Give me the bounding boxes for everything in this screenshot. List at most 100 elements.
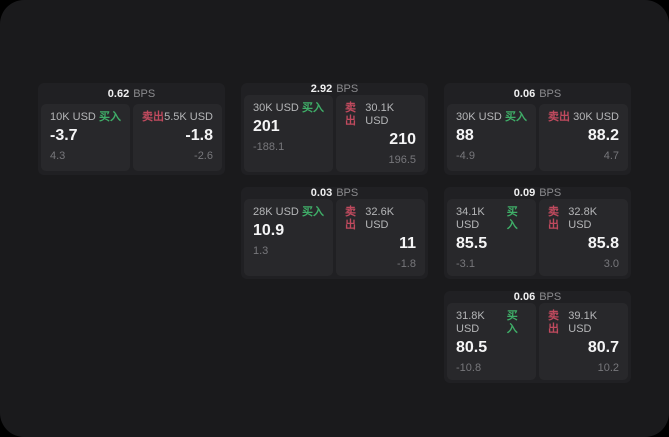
buy-change: -10.8 (456, 362, 482, 374)
spread-value: 0.06 (513, 291, 536, 303)
buy-side-label: 买入 (506, 206, 518, 231)
sell-amount: 39.1K USD (568, 310, 598, 335)
sell-change: -1.8 (397, 258, 416, 270)
buy-price: 10.9 (253, 222, 285, 239)
sell-panel-top: 卖出 30K USD (548, 111, 619, 124)
quote-card: 0.09 BPS 34.1K USD 买入 85.5 -3.1 卖出 32.8K… (444, 187, 631, 279)
sell-change: -2.6 (194, 150, 213, 162)
buy-side-label: 买入 (302, 206, 324, 218)
sell-side-label: 卖出 (548, 206, 559, 231)
sell-price: 11 (399, 235, 416, 252)
spread-value: 0.62 (107, 87, 130, 100)
spread-unit-label: BPS (133, 87, 156, 100)
sell-price: -1.8 (185, 127, 213, 144)
buy-side-label: 买入 (302, 102, 324, 114)
card-header: 0.09 BPS (444, 187, 631, 199)
sell-side-label: 卖出 (548, 111, 570, 123)
sell-panel[interactable]: 卖出 39.1K USD 80.7 10.2 (539, 303, 628, 380)
sell-price: 88.2 (587, 127, 619, 144)
quote-card: 0.62 BPS 10K USD 买入 -3.7 4.3 卖出 5.5K USD (38, 83, 225, 175)
sell-price: 210 (389, 131, 416, 148)
buy-panel-top: 34.1K USD 买入 (456, 206, 527, 232)
sell-panel-top: 卖出 30.1K USD (345, 102, 416, 128)
buy-amount: 34.1K USD (456, 206, 485, 231)
spread-value: 0.03 (310, 187, 333, 199)
buy-amount: 30K USD (456, 111, 502, 123)
sell-side-label: 卖出 (548, 310, 559, 335)
buy-change: -188.1 (253, 141, 285, 153)
sell-side-label: 卖出 (345, 206, 356, 231)
buy-side-label: 买入 (99, 111, 121, 123)
buy-side-label: 买入 (506, 310, 518, 335)
buy-panel-top: 30K USD 买入 (456, 111, 527, 124)
sell-panel[interactable]: 卖出 30K USD 88.2 4.7 (539, 104, 628, 171)
card-header: 0.62 BPS (38, 83, 225, 104)
spread-value: 0.06 (513, 87, 536, 100)
spread-unit-label: BPS (336, 187, 359, 199)
buy-side-label: 买入 (505, 111, 527, 123)
card-body: 34.1K USD 买入 85.5 -3.1 卖出 32.8K USD 85.8… (444, 199, 631, 279)
buy-panel[interactable]: 31.8K USD 买入 80.5 -10.8 (447, 303, 536, 380)
quote-card: 2.92 BPS 30K USD 买入 201 -188.1 卖出 30.1K … (241, 83, 428, 175)
spread-unit-label: BPS (539, 187, 562, 199)
sell-amount: 5.5K USD (164, 111, 213, 123)
sell-amount: 32.6K USD (365, 206, 395, 231)
sell-amount: 30.1K USD (365, 102, 395, 127)
buy-amount: 10K USD (50, 111, 96, 123)
card-body: 31.8K USD 买入 80.5 -10.8 卖出 39.1K USD 80.… (444, 303, 631, 383)
quote-card: 0.03 BPS 28K USD 买入 10.9 1.3 卖出 32.6K US… (241, 187, 428, 279)
card-header: 0.03 BPS (241, 187, 428, 199)
sell-price: 80.7 (587, 339, 619, 356)
spread-value: 0.09 (513, 187, 536, 199)
sell-panel-top: 卖出 39.1K USD (548, 310, 619, 336)
buy-change: -4.9 (456, 150, 475, 162)
sell-panel-top: 卖出 32.8K USD (548, 206, 619, 232)
card-body: 30K USD 买入 201 -188.1 卖出 30.1K USD 210 1… (241, 95, 428, 175)
card-header: 0.06 BPS (444, 83, 631, 104)
buy-change: 4.3 (50, 150, 66, 162)
sell-change: 3.0 (603, 258, 619, 270)
sell-side-label: 卖出 (142, 111, 164, 123)
card-body: 28K USD 买入 10.9 1.3 卖出 32.6K USD 11 -1.8 (241, 199, 428, 279)
buy-price: -3.7 (50, 127, 78, 144)
buy-change: 1.3 (253, 245, 269, 257)
spread-unit-label: BPS (539, 291, 562, 303)
sell-panel[interactable]: 卖出 5.5K USD -1.8 -2.6 (133, 104, 222, 171)
buy-panel[interactable]: 34.1K USD 买入 85.5 -3.1 (447, 199, 536, 276)
buy-panel[interactable]: 30K USD 买入 201 -188.1 (244, 95, 333, 172)
sell-panel-top: 卖出 32.6K USD (345, 206, 416, 232)
buy-price: 88 (456, 127, 474, 144)
card-header: 0.06 BPS (444, 291, 631, 303)
sell-side-label: 卖出 (345, 102, 356, 127)
quote-card-grid: 0.62 BPS 10K USD 买入 -3.7 4.3 卖出 5.5K USD (38, 83, 631, 383)
spread-unit-label: BPS (539, 87, 562, 100)
spread-value: 2.92 (310, 83, 333, 95)
sell-panel-top: 卖出 5.5K USD (142, 111, 213, 124)
sell-amount: 32.8K USD (568, 206, 598, 231)
card-header: 2.92 BPS (241, 83, 428, 95)
sell-panel[interactable]: 卖出 30.1K USD 210 196.5 (336, 95, 425, 172)
sell-panel[interactable]: 卖出 32.6K USD 11 -1.8 (336, 199, 425, 276)
sell-amount: 30K USD (573, 111, 619, 123)
sell-change: 196.5 (388, 154, 416, 166)
sell-change: 10.2 (597, 362, 619, 374)
buy-panel[interactable]: 28K USD 买入 10.9 1.3 (244, 199, 333, 276)
buy-panel-top: 28K USD 买入 (253, 206, 324, 219)
sell-change: 4.7 (603, 150, 619, 162)
buy-panel-top: 31.8K USD 买入 (456, 310, 527, 336)
buy-panel[interactable]: 30K USD 买入 88 -4.9 (447, 104, 536, 171)
quote-card: 0.06 BPS 30K USD 买入 88 -4.9 卖出 30K USD (444, 83, 631, 175)
buy-panel[interactable]: 10K USD 买入 -3.7 4.3 (41, 104, 130, 171)
buy-amount: 31.8K USD (456, 310, 485, 335)
sell-panel[interactable]: 卖出 32.8K USD 85.8 3.0 (539, 199, 628, 276)
buy-amount: 28K USD (253, 206, 299, 218)
spread-unit-label: BPS (336, 83, 359, 95)
buy-panel-top: 10K USD 买入 (50, 111, 121, 124)
buy-price: 80.5 (456, 339, 488, 356)
buy-price: 85.5 (456, 235, 488, 252)
card-body: 30K USD 买入 88 -4.9 卖出 30K USD 88.2 4.7 (444, 104, 631, 175)
buy-change: -3.1 (456, 258, 475, 270)
buy-price: 201 (253, 118, 280, 135)
buy-amount: 30K USD (253, 102, 299, 114)
